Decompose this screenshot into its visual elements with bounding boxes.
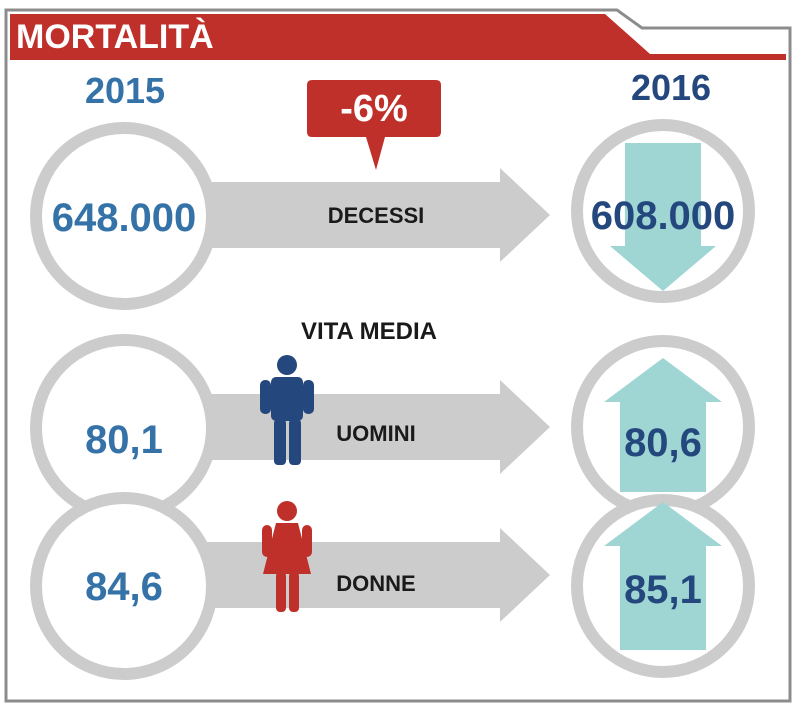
men-label: UOMINI: [336, 421, 415, 446]
women-2016-value: 85,1: [624, 568, 702, 612]
man-icon: [260, 355, 314, 465]
deaths-down-arrow-icon: [610, 143, 716, 291]
year-2015-label: 2015: [85, 70, 165, 111]
deaths-2016-value: 608.000: [591, 194, 736, 238]
woman-icon: [262, 501, 312, 612]
year-2016-label: 2016: [631, 67, 711, 108]
women-2015-value: 84,6: [85, 565, 163, 609]
women-2015-circle: [30, 492, 218, 680]
deaths-2015-circle: [30, 122, 218, 310]
change-badge-label: -6%: [340, 88, 408, 130]
deaths-2015-value: 648.000: [52, 196, 197, 240]
change-badge: [307, 80, 441, 170]
deaths-label: DECESSI: [328, 203, 425, 228]
life-expectancy-label: VITA MEDIA: [301, 318, 437, 345]
women-up-arrow-icon: [604, 502, 722, 650]
women-label: DONNE: [336, 571, 415, 596]
men-2015-value: 80,1: [85, 418, 163, 462]
deaths-arrow: [200, 168, 550, 262]
men-up-arrow-icon: [604, 358, 722, 492]
men-2016-value: 80,6: [624, 421, 702, 465]
header-banner: [10, 14, 786, 60]
header-title: MORTALITÀ: [16, 18, 214, 56]
